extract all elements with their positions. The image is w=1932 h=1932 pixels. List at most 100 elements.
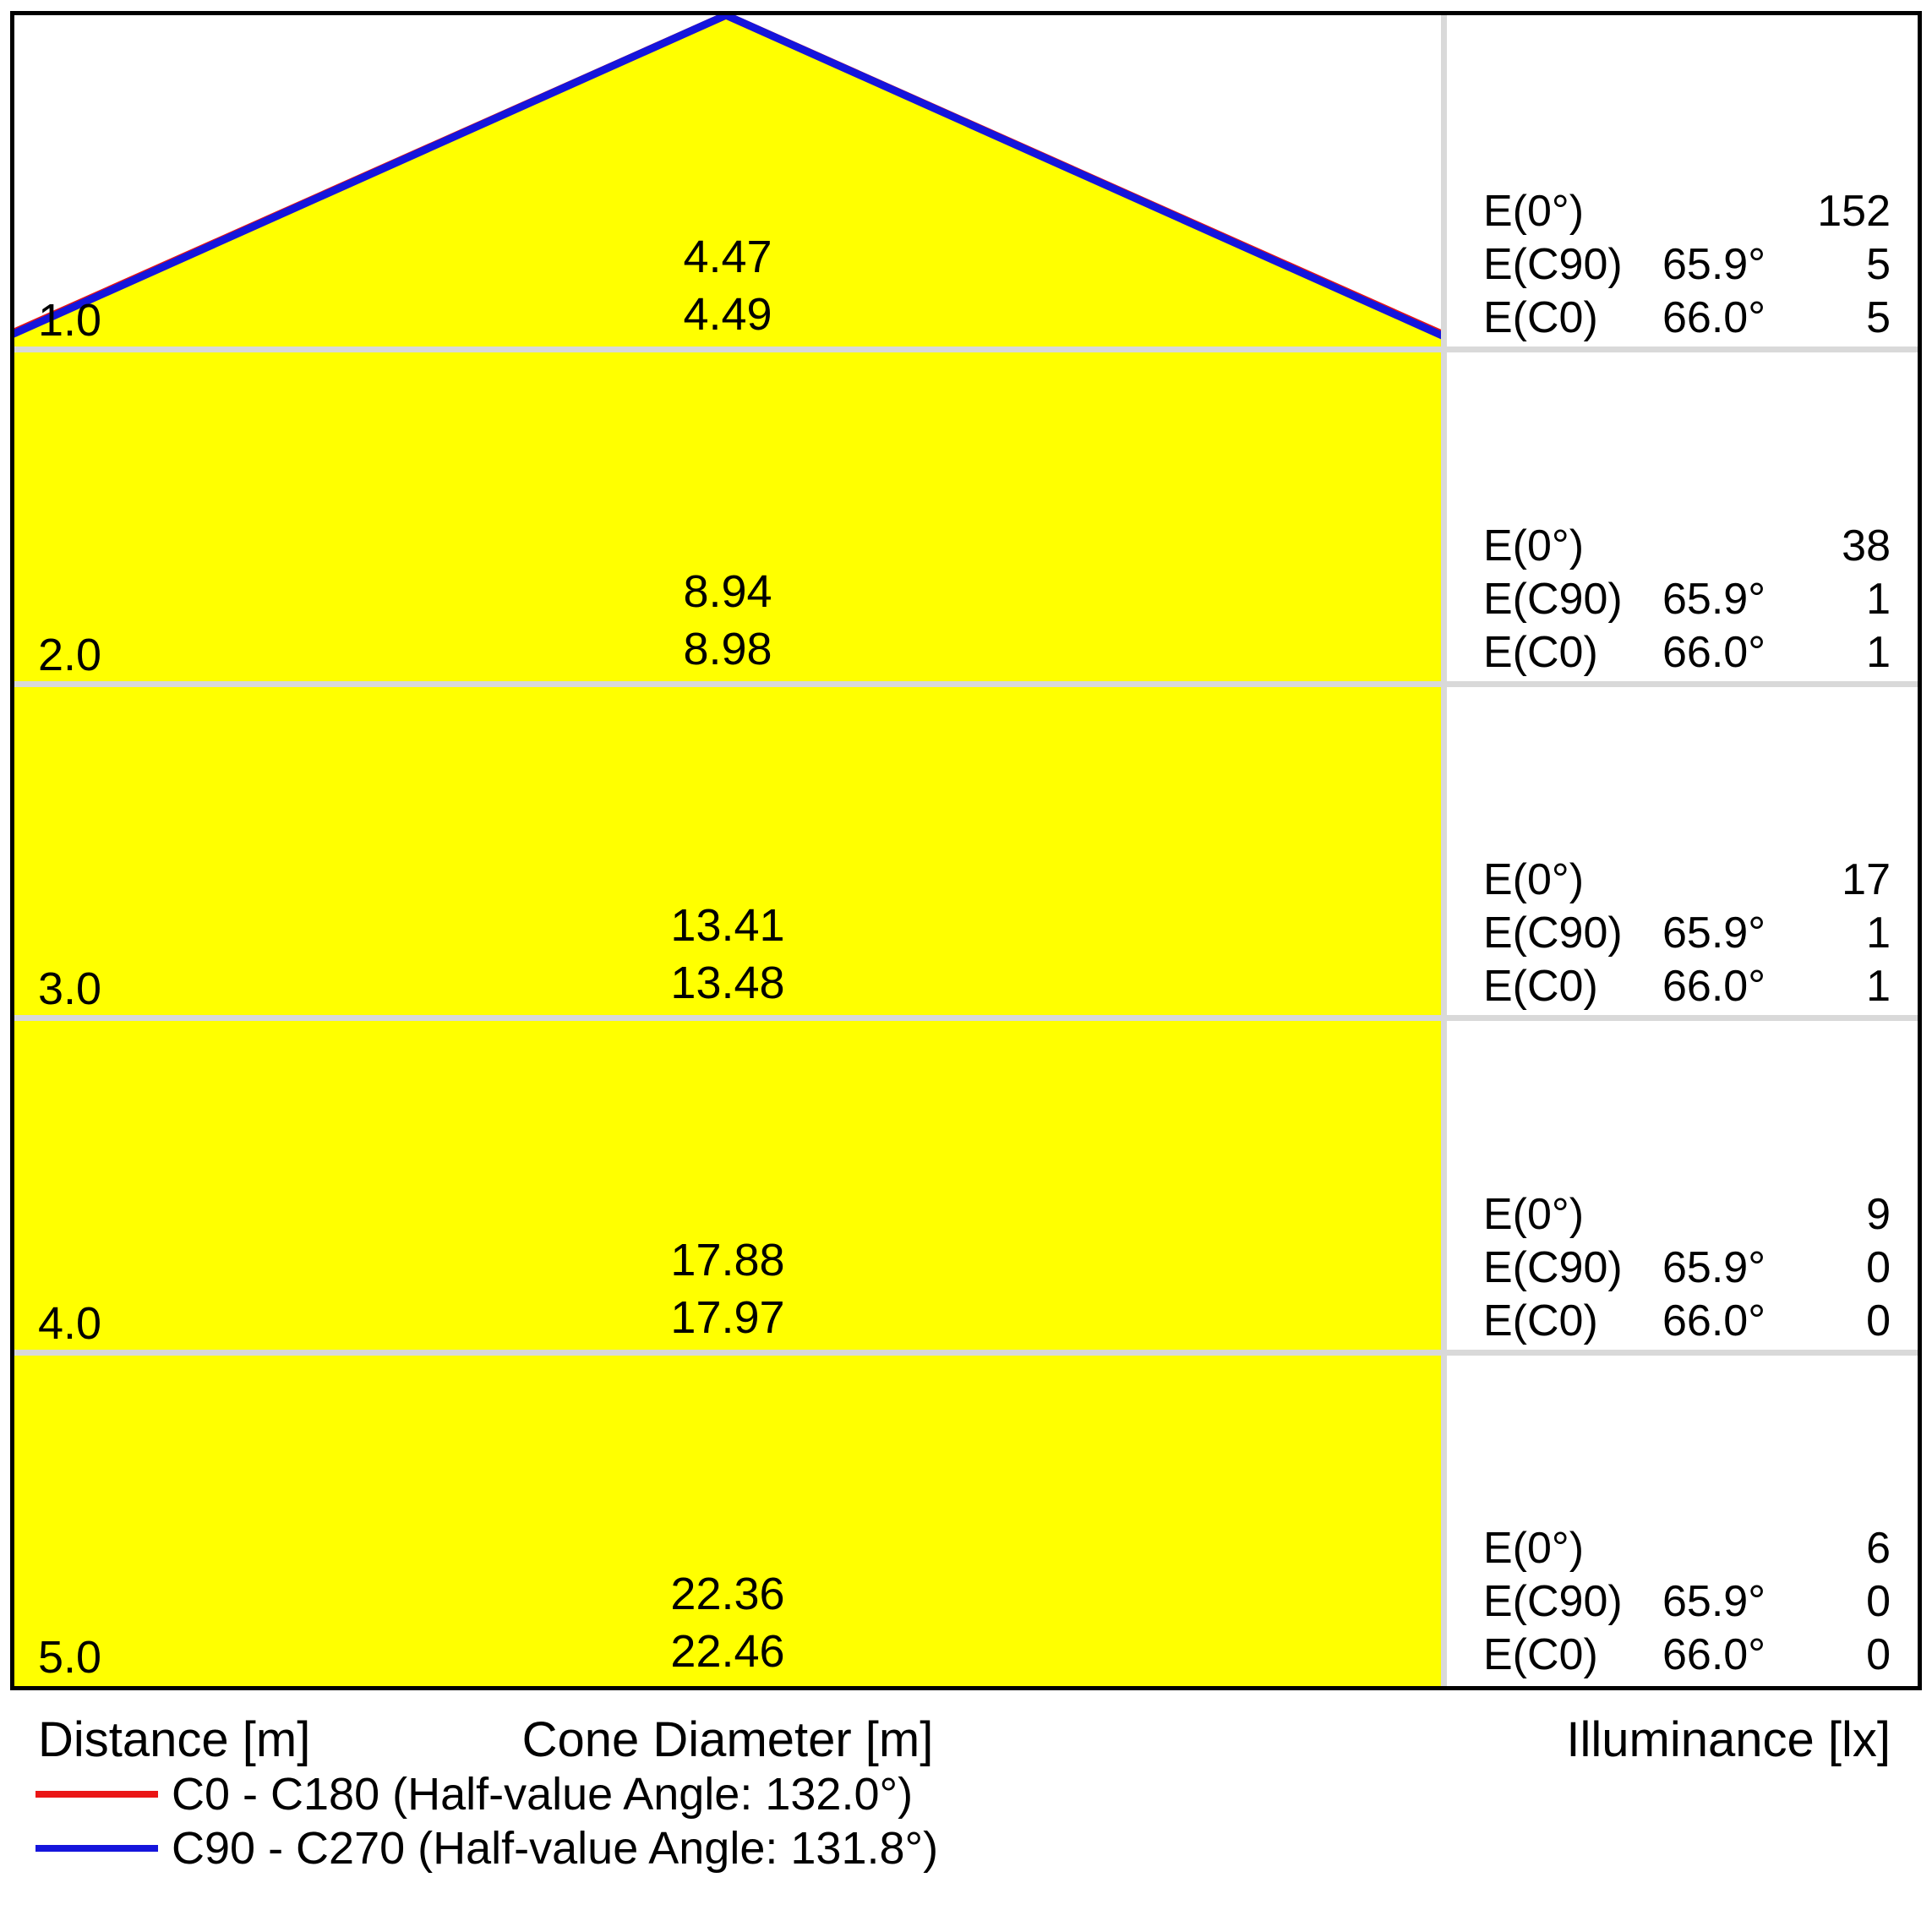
ec0-value: 0 xyxy=(1866,1630,1891,1679)
row-divider xyxy=(14,1350,1918,1356)
c90-c270-line-swatch xyxy=(35,1845,158,1852)
e0-line: E(0°) 6 xyxy=(1447,1522,1918,1575)
panel-divider xyxy=(1441,15,1447,1686)
cone-diameter-c0: 17.97 xyxy=(670,1292,785,1343)
cone-diameter-values: 17.88 17.97 xyxy=(14,1231,1441,1346)
ec0-label: E(C0) xyxy=(1483,293,1598,342)
e0-angle xyxy=(1662,1522,1798,1575)
ec90-label: E(C90) xyxy=(1483,1243,1623,1292)
e0-value: 152 xyxy=(1817,187,1891,236)
illuminance-panel: E(0°) 152 E(C90) 65.9° 5 E(C0) 66.0° 5 E… xyxy=(1447,15,1918,1686)
cone-diameter-values: 13.41 13.48 xyxy=(14,897,1441,1012)
light-cone-plot xyxy=(14,15,1441,1686)
e0-angle xyxy=(1662,854,1798,907)
illuminance-block: E(0°) 38 E(C90) 65.9° 1 E(C0) 66.0° 1 xyxy=(1447,520,1918,679)
ec0-value: 1 xyxy=(1866,628,1891,677)
ec0-label: E(C0) xyxy=(1483,628,1598,677)
cone-diameter-c90: 22.36 xyxy=(670,1569,785,1619)
ec0-line: E(C0) 66.0° 0 xyxy=(1447,1295,1918,1348)
e0-label: E(0°) xyxy=(1483,855,1585,904)
illuminance-block: E(0°) 17 E(C90) 65.9° 1 E(C0) 66.0° 1 xyxy=(1447,854,1918,1013)
e0-value: 6 xyxy=(1866,1524,1891,1573)
e0-label: E(0°) xyxy=(1483,187,1585,236)
e0-angle xyxy=(1662,520,1798,573)
illuminance-block: E(0°) 6 E(C90) 65.9° 0 E(C0) 66.0° 0 xyxy=(1447,1522,1918,1682)
ec0-label: E(C0) xyxy=(1483,962,1598,1011)
legend-label: C0 - C180 (Half-value Angle: 132.0°) xyxy=(172,1769,914,1820)
cone-diameter-c0: 22.46 xyxy=(670,1626,785,1677)
ec90-line: E(C90) 65.9° 1 xyxy=(1447,907,1918,960)
cone-diameter-c90: 13.41 xyxy=(670,900,785,951)
e0-value: 9 xyxy=(1866,1190,1891,1239)
e0-label: E(0°) xyxy=(1483,1190,1585,1239)
ec90-line: E(C90) 65.9° 0 xyxy=(1447,1242,1918,1295)
ec0-value: 1 xyxy=(1866,962,1891,1011)
illuminance-axis-label: Illuminance [lx] xyxy=(1566,1712,1891,1767)
illuminance-block: E(0°) 9 E(C90) 65.9° 0 E(C0) 66.0° 0 xyxy=(1447,1188,1918,1348)
cone-diameter-c90: 8.94 xyxy=(683,566,772,617)
cone-fill xyxy=(14,15,1441,1686)
ec0-line: E(C0) 66.0° 1 xyxy=(1447,626,1918,679)
chart-frame: 1.0 2.0 3.0 4.0 5.0 4.47 4.49 8.94 8.98 … xyxy=(10,11,1922,1690)
e0-label: E(0°) xyxy=(1483,521,1585,570)
distance-label: 1.0 xyxy=(38,295,102,346)
cone-diameter-c0: 8.98 xyxy=(683,624,772,674)
illuminance-block: E(0°) 152 E(C90) 65.9° 5 E(C0) 66.0° 5 xyxy=(1447,185,1918,345)
cone-diameter-c0: 4.49 xyxy=(683,289,772,340)
cone-diameter-values: 22.36 22.46 xyxy=(14,1565,1441,1680)
legend-item-c0-c180: C0 - C180 (Half-value Angle: 132.0°) xyxy=(35,1770,913,1819)
ec0-value: 5 xyxy=(1866,293,1891,342)
legend-item-c90-c270: C90 - C270 (Half-value Angle: 131.8°) xyxy=(35,1824,938,1873)
ec90-angle: 65.9° xyxy=(1662,1577,1766,1626)
e0-angle xyxy=(1662,185,1798,238)
ec0-line: E(C0) 66.0° 0 xyxy=(1447,1629,1918,1682)
ec0-angle: 66.0° xyxy=(1662,628,1766,677)
ec0-line: E(C0) 66.0° 1 xyxy=(1447,960,1918,1013)
ec0-angle: 66.0° xyxy=(1662,1296,1766,1345)
ec90-label: E(C90) xyxy=(1483,1577,1623,1626)
ec0-value: 0 xyxy=(1866,1296,1891,1345)
ec0-label: E(C0) xyxy=(1483,1296,1598,1345)
e0-label: E(0°) xyxy=(1483,1524,1585,1573)
distance-label: 2.0 xyxy=(38,630,102,680)
distance-label: 5.0 xyxy=(38,1632,102,1683)
ec90-label: E(C90) xyxy=(1483,575,1623,624)
ec90-angle: 65.9° xyxy=(1662,575,1766,624)
legend-label: C90 - C270 (Half-value Angle: 131.8°) xyxy=(172,1823,939,1874)
ec90-value: 5 xyxy=(1866,240,1891,289)
ec90-value: 0 xyxy=(1866,1243,1891,1292)
ec0-angle: 66.0° xyxy=(1662,293,1766,342)
e0-line: E(0°) 9 xyxy=(1447,1188,1918,1242)
ec90-value: 1 xyxy=(1866,575,1891,624)
ec90-line: E(C90) 65.9° 0 xyxy=(1447,1575,1918,1629)
cone-diameter-axis-label: Cone Diameter [m] xyxy=(521,1712,934,1767)
e0-line: E(0°) 38 xyxy=(1447,520,1918,573)
e0-value: 17 xyxy=(1842,855,1891,904)
ec90-angle: 65.9° xyxy=(1662,240,1766,289)
cone-diameter-values: 4.47 4.49 xyxy=(14,228,1441,343)
row-divider xyxy=(14,681,1918,687)
e0-angle xyxy=(1662,1188,1798,1242)
ec90-label: E(C90) xyxy=(1483,909,1623,958)
e0-line: E(0°) 17 xyxy=(1447,854,1918,907)
ec90-angle: 65.9° xyxy=(1662,909,1766,958)
distance-label: 3.0 xyxy=(38,963,102,1014)
ec90-value: 0 xyxy=(1866,1577,1891,1626)
e0-line: E(0°) 152 xyxy=(1447,185,1918,238)
ec0-angle: 66.0° xyxy=(1662,962,1766,1011)
distance-axis-label: Distance [m] xyxy=(38,1712,311,1767)
cone-diameter-c90: 17.88 xyxy=(670,1235,785,1285)
ec0-line: E(C0) 66.0° 5 xyxy=(1447,292,1918,345)
ec0-angle: 66.0° xyxy=(1662,1630,1766,1679)
cone-panel: 1.0 2.0 3.0 4.0 5.0 4.47 4.49 8.94 8.98 … xyxy=(14,15,1441,1686)
cone-diameter-c90: 4.47 xyxy=(683,232,772,282)
ec0-label: E(C0) xyxy=(1483,1630,1598,1679)
e0-value: 38 xyxy=(1842,521,1891,570)
cone-diameter-values: 8.94 8.98 xyxy=(14,563,1441,678)
ec90-line: E(C90) 65.9° 1 xyxy=(1447,573,1918,626)
ec90-value: 1 xyxy=(1866,909,1891,958)
ec90-label: E(C90) xyxy=(1483,240,1623,289)
row-divider xyxy=(14,1015,1918,1021)
row-divider xyxy=(14,347,1918,352)
